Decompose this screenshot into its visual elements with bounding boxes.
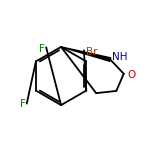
Text: F: F — [40, 44, 45, 54]
Text: Br: Br — [86, 47, 97, 57]
Polygon shape — [61, 47, 111, 61]
Text: O: O — [127, 70, 135, 80]
Text: F: F — [20, 99, 26, 109]
Text: NH: NH — [112, 52, 127, 62]
